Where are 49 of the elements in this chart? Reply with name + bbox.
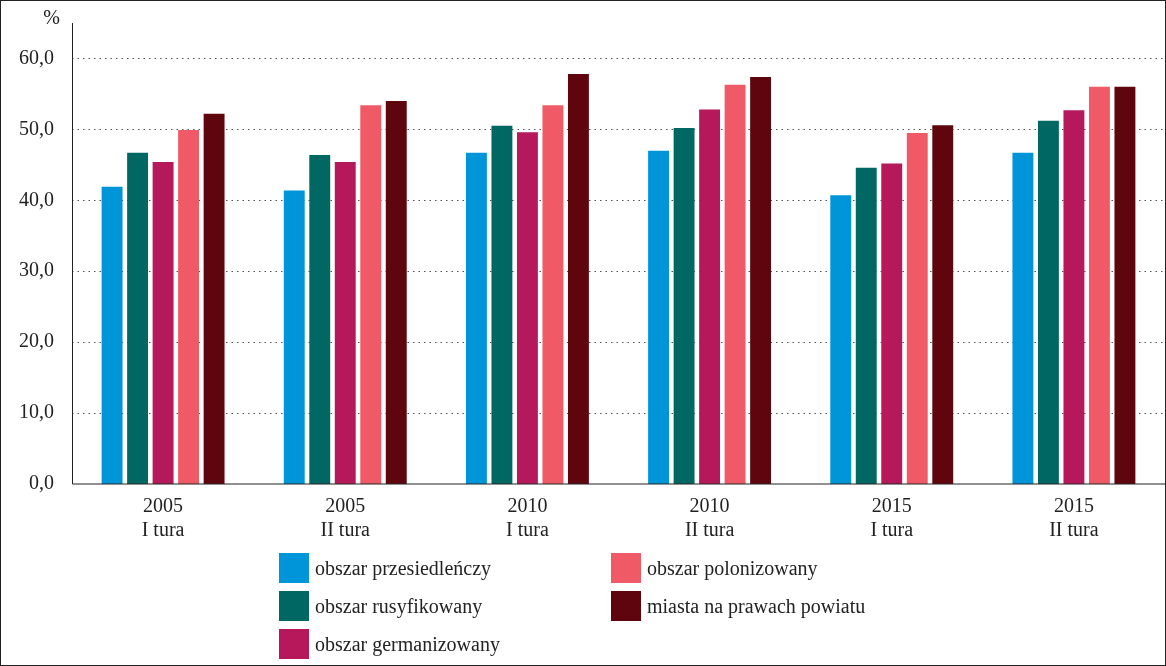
bar — [101, 186, 123, 484]
y-tick-label: 0,0 — [29, 471, 54, 494]
bar — [1012, 152, 1034, 484]
bar — [127, 152, 149, 484]
legend-label: obszar polonizowany — [647, 556, 818, 580]
bar — [152, 162, 174, 484]
legend-label: obszar przesiedleńczy — [315, 556, 492, 580]
y-tick-label: 10,0 — [19, 400, 54, 423]
x-tick-label: 2005 I tura — [141, 494, 185, 541]
legend-label: miasta na prawach powiatu — [647, 594, 866, 618]
y-tick-label: 40,0 — [19, 187, 54, 210]
bar — [699, 109, 721, 484]
y-tick-label: 30,0 — [19, 258, 54, 281]
legend-label: obszar rusyfikowany — [315, 594, 483, 618]
bar — [855, 167, 877, 484]
x-tick-label: 2015 I tura — [870, 494, 914, 541]
x-tick-label: 2010 I tura — [506, 494, 549, 541]
legend-label: obszar germanizowany — [315, 632, 500, 656]
y-tick-label: 20,0 — [19, 329, 54, 352]
bar — [516, 132, 538, 484]
y-tick-label: 60,0 — [19, 45, 54, 68]
bar — [750, 76, 772, 484]
bar — [881, 163, 903, 484]
bar — [830, 195, 852, 484]
bar — [491, 125, 513, 484]
bar — [283, 190, 305, 484]
bar — [567, 74, 589, 484]
bar — [465, 152, 487, 484]
bar — [648, 150, 670, 484]
y-axis-title: % — [43, 6, 60, 29]
bar — [906, 132, 928, 484]
bar — [178, 130, 200, 484]
bar — [1114, 86, 1136, 484]
bar — [1037, 120, 1059, 484]
x-tick-label: 2005 II tura — [320, 494, 371, 541]
bar — [673, 127, 695, 484]
bar — [309, 154, 331, 484]
bar — [1063, 110, 1085, 484]
x-tick-label: 2015 II tura — [1049, 494, 1099, 541]
bar — [932, 125, 954, 484]
y-tick-label: 50,0 — [19, 116, 54, 139]
bar — [334, 162, 356, 484]
bar — [360, 105, 382, 484]
bar — [1088, 86, 1110, 484]
bar — [203, 113, 225, 484]
bar — [724, 84, 746, 484]
bar — [542, 105, 564, 484]
bar — [385, 101, 407, 484]
x-tick-label: 2010 II tura — [684, 494, 735, 541]
